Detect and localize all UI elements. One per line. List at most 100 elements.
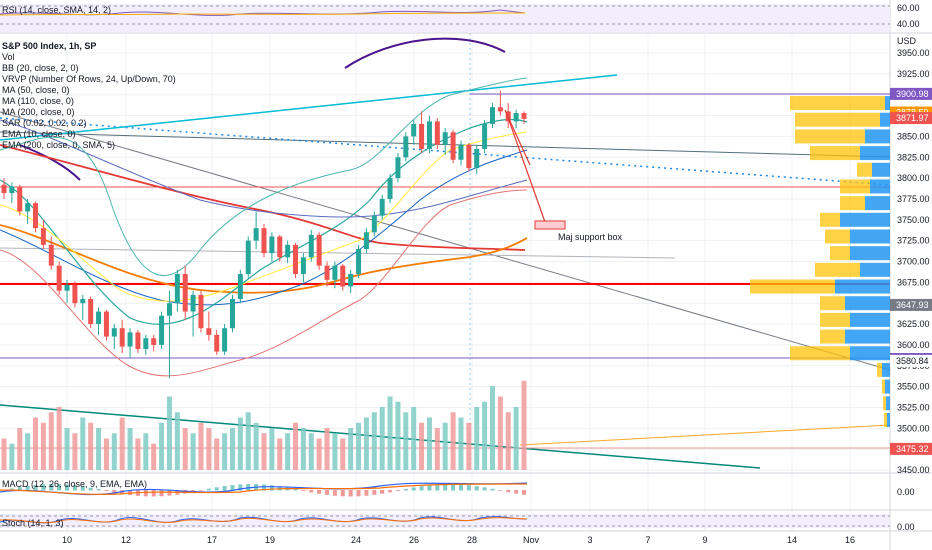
- macd-hist-bar: [88, 487, 93, 491]
- stoch-legend[interactable]: Stoch (14, 1, 3): [2, 518, 64, 528]
- overlay-layer: [0, 37, 891, 469]
- candle-body: [434, 121, 440, 145]
- vrvp-down-bar: [820, 212, 840, 227]
- vrvp-up-bar: [885, 96, 890, 111]
- macd-hist-bar: [498, 490, 503, 491]
- indicator-vrvp[interactable]: VRVP (Number Of Rows, 24, Up/Down, 70): [2, 74, 176, 84]
- candle-body: [450, 132, 456, 160]
- indicator-bb[interactable]: BB (20, close, 2, 0): [2, 63, 79, 73]
- volume-bar: [356, 422, 362, 470]
- macd-hist-bar: [25, 485, 30, 491]
- cycle-arc-left: [19, 144, 81, 181]
- volume-bar: [324, 428, 330, 470]
- vrvp-down-bar: [820, 329, 845, 344]
- candle-body: [159, 315, 165, 345]
- indicator-ma110[interactable]: MA (110, close, 0): [2, 96, 74, 106]
- rsi-legend[interactable]: RSI (14, close, SMA, 14, 2): [2, 5, 112, 15]
- price-tag-label: 3900.98: [896, 89, 929, 99]
- candle-body: [56, 265, 62, 291]
- candle-body: [316, 234, 322, 266]
- volume-bar: [277, 438, 283, 470]
- price-tick-label: 3550.00: [897, 382, 930, 392]
- macd-hist-bar: [151, 490, 156, 497]
- macd-hist-bar: [340, 490, 345, 497]
- stoch-d-line: [0, 517, 528, 524]
- macd-hist-bar: [167, 490, 172, 496]
- candle-body: [190, 294, 196, 312]
- indicator-sar[interactable]: SAR (0.02, 0.02, 0.2): [2, 118, 87, 128]
- macd-hist-bar: [388, 490, 393, 493]
- volume-bar: [340, 438, 346, 470]
- volume-bar: [9, 443, 15, 470]
- vrvp-up-bar: [850, 246, 890, 261]
- indicator-vol[interactable]: Vol: [2, 52, 15, 62]
- rsi-tick-upper: 60.00: [897, 3, 920, 13]
- volume-bar: [348, 428, 354, 470]
- volume-bar: [269, 428, 275, 470]
- symbol-title[interactable]: S&P 500 Index, 1h, SP: [2, 41, 97, 51]
- vrvp-down-bar: [883, 396, 886, 411]
- macd-hist-bar: [380, 490, 385, 494]
- macd-hist-bar: [301, 490, 306, 491]
- macd-tick: 0.00: [897, 487, 915, 497]
- volume-bar: [497, 396, 503, 470]
- price-tick-label: 3950.00: [897, 48, 930, 58]
- volume-bar: [300, 428, 306, 470]
- price-tick-label: 3525.00: [897, 402, 930, 412]
- price-tag-label: 3647.93: [896, 300, 929, 310]
- volume-bar: [88, 422, 94, 470]
- time-tick-label: 16: [845, 535, 855, 545]
- macd-hist-bar: [309, 490, 314, 493]
- macd-hist-bar: [506, 490, 511, 493]
- price-tag: 3900.98: [890, 87, 932, 100]
- macd-hist-bar: [522, 490, 526, 495]
- volume-bar: [80, 417, 86, 470]
- candle-body: [40, 228, 46, 245]
- time-tick-label: 24: [351, 535, 361, 545]
- volume-bar: [426, 417, 432, 470]
- candle-body: [442, 132, 448, 145]
- macd-hist-bar: [49, 484, 54, 491]
- indicator-ma200[interactable]: MA (200, close, 0): [2, 107, 75, 117]
- volume-bar: [513, 407, 519, 470]
- macd-hist-bar: [474, 486, 479, 491]
- candle-body: [458, 144, 464, 160]
- trendline-light: [0, 247, 676, 259]
- price-tag-bg: [890, 442, 932, 455]
- price-tag-bg: [890, 112, 932, 125]
- candle-body: [198, 294, 204, 329]
- macd-hist-bar: [238, 484, 243, 491]
- stoch-band: [0, 514, 890, 528]
- time-axis[interactable]: 10 12 17 19 24 26 28 Nov 3 7 9 14 16: [62, 535, 855, 545]
- volume-bar: [214, 438, 220, 470]
- bb-lower: [0, 189, 528, 377]
- macd-hist-bar: [419, 486, 424, 491]
- macd-legend[interactable]: MACD (12, 26, close, 9, EMA, EMA): [2, 479, 148, 489]
- indicator-ema200[interactable]: EMA (200, close, 0, SMA, 5): [2, 140, 116, 150]
- volume-bar: [25, 433, 31, 470]
- price-tick-label: 3450.00: [897, 465, 930, 475]
- candle-body: [182, 274, 188, 312]
- vrvp-down-bar: [884, 412, 887, 427]
- candle-body: [403, 136, 409, 158]
- volume-bar: [151, 443, 157, 470]
- macd-hist-bar: [427, 485, 432, 491]
- candle-body: [426, 121, 432, 149]
- forecast-annotations: Maj support box: [504, 109, 623, 242]
- candle-body: [489, 107, 495, 124]
- indicator-ma50[interactable]: MA (50, close, 0): [2, 85, 70, 95]
- vrvp-up-bar: [886, 396, 890, 411]
- macd-hist-bar: [128, 490, 133, 496]
- price-tag-label: 3871.97: [896, 113, 929, 123]
- indicator-ema10[interactable]: EMA (10, close, 0): [2, 129, 76, 139]
- support-box[interactable]: [534, 220, 566, 230]
- vrvp-down-bar: [815, 262, 860, 277]
- candle-body: [166, 303, 172, 316]
- vrvp-up-bar: [860, 262, 890, 277]
- candle-body: [229, 299, 235, 329]
- macd-hist-bar: [104, 490, 109, 492]
- vrvp-up-bar: [850, 229, 890, 244]
- price-tick-label: 3800.00: [897, 173, 930, 183]
- candle-body: [253, 228, 259, 241]
